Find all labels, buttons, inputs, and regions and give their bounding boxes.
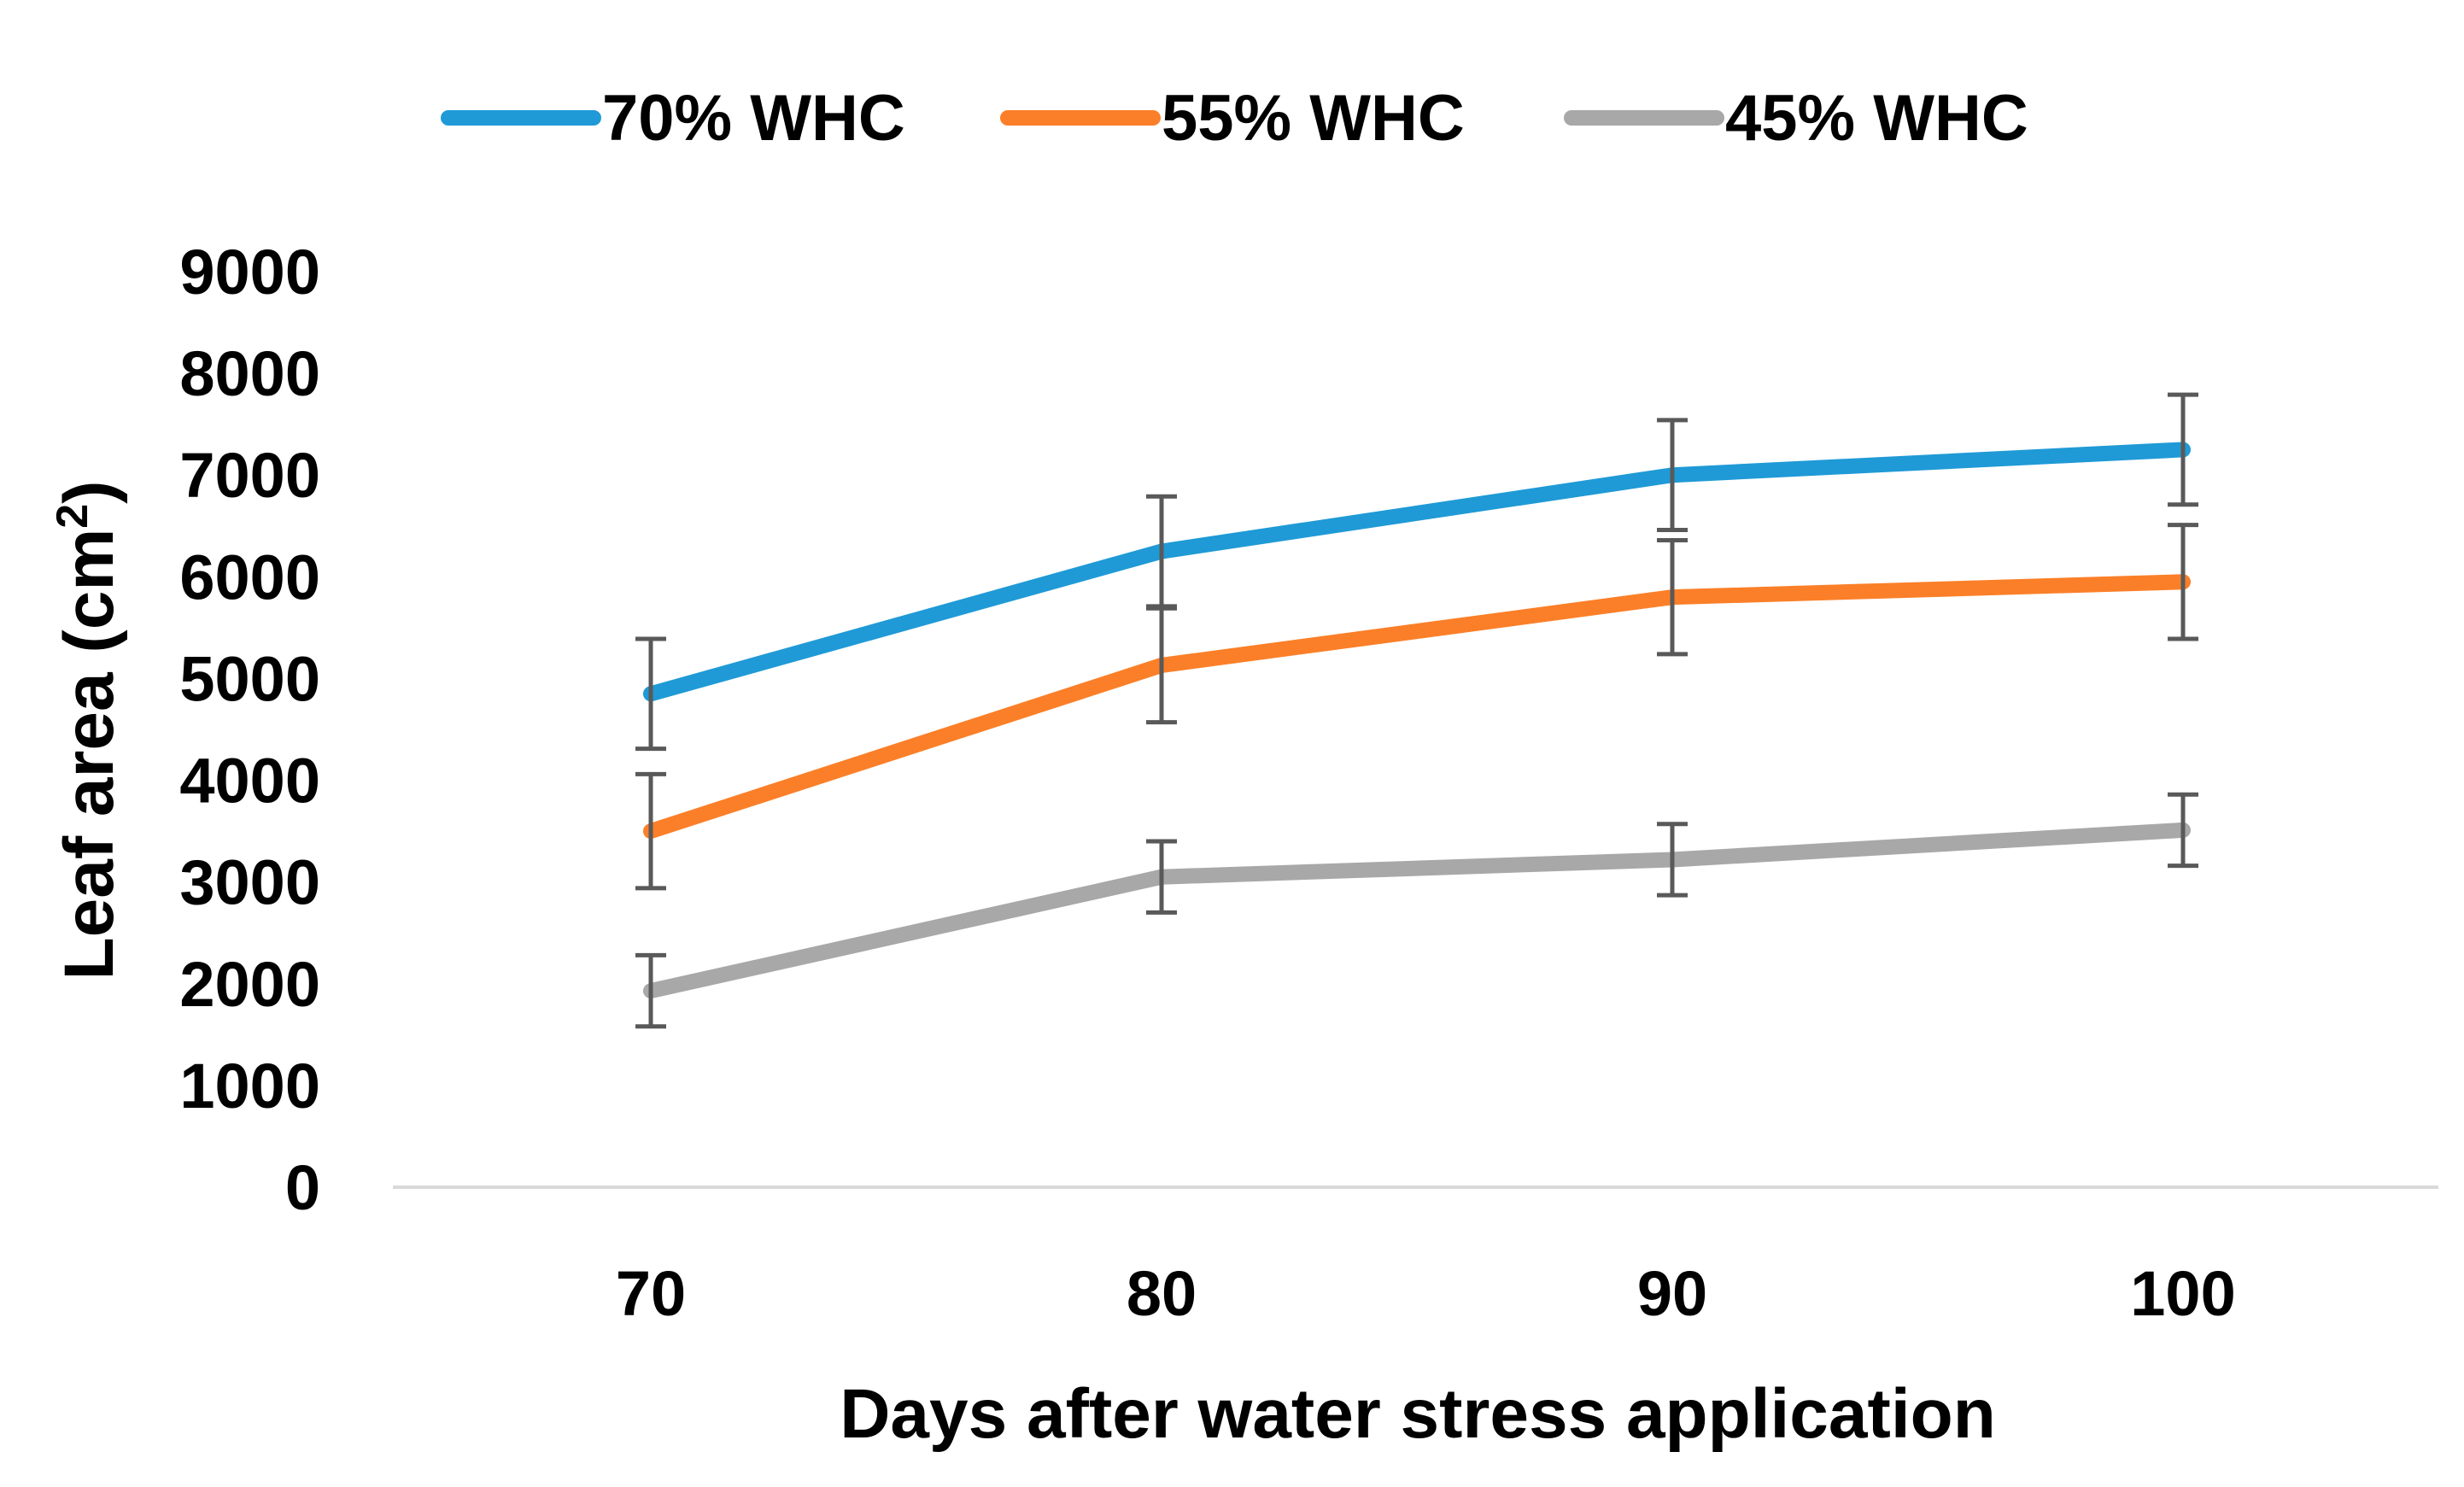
error-bar [1146,839,1177,915]
error-bar [1146,606,1177,725]
error-bar [635,952,666,1029]
error-bar [1657,418,1688,533]
y-tick-label: 8000 [179,338,320,409]
y-tick-label: 9000 [179,237,320,307]
x-tick-label: 70 [616,1258,686,1329]
legend-label: 70% WHC [602,82,905,155]
y-tick-label: 0 [285,1152,320,1223]
y-tick-label: 3000 [179,847,320,918]
error-bar [635,771,666,891]
legend-item: 70% WHC [441,82,905,155]
y-tick-label: 2000 [179,949,320,1020]
error-bar [1657,822,1688,898]
y-tick-label: 5000 [179,643,320,714]
series-line [643,822,2191,999]
error-bar [2168,792,2198,869]
legend-item: 55% WHC [1000,82,1465,155]
error-bar [635,636,666,752]
series-layer [643,442,2191,999]
x-axis-ticks: 70 80 90 100 [616,1258,2236,1329]
legend-label: 55% WHC [1162,82,1465,155]
y-axis-title: Leaf area (cm2) [48,481,128,981]
x-tick-label: 100 [2130,1258,2235,1329]
x-tick-label: 80 [1127,1258,1197,1329]
error-bar [2168,523,2198,641]
series-line [643,574,2191,840]
y-axis-title-close: ) [50,481,128,504]
errorbar-layer [635,392,2198,1029]
y-axis-title-superscript: 2 [48,504,97,529]
y-tick-label: 1000 [179,1051,320,1121]
x-tick-label: 90 [1637,1258,1707,1329]
legend-item: 45% WHC [1564,82,2028,155]
y-tick-label: 7000 [179,440,320,511]
y-tick-label: 4000 [179,746,320,817]
error-bar [1657,537,1688,657]
legend-label: 45% WHC [1725,82,2028,155]
error-bar [2168,392,2198,507]
y-axis-ticks: 0 1000 2000 3000 4000 5000 6000 7000 8000 9000 [179,237,320,1223]
legend: 70% WHC 55% WHC 45% WHC [441,82,2028,155]
x-axis-title: Days after water stress application [840,1375,1996,1453]
y-axis-title-main: Leaf area (cm [50,529,128,981]
y-tick-label: 6000 [179,542,320,612]
series-line [643,442,2191,702]
